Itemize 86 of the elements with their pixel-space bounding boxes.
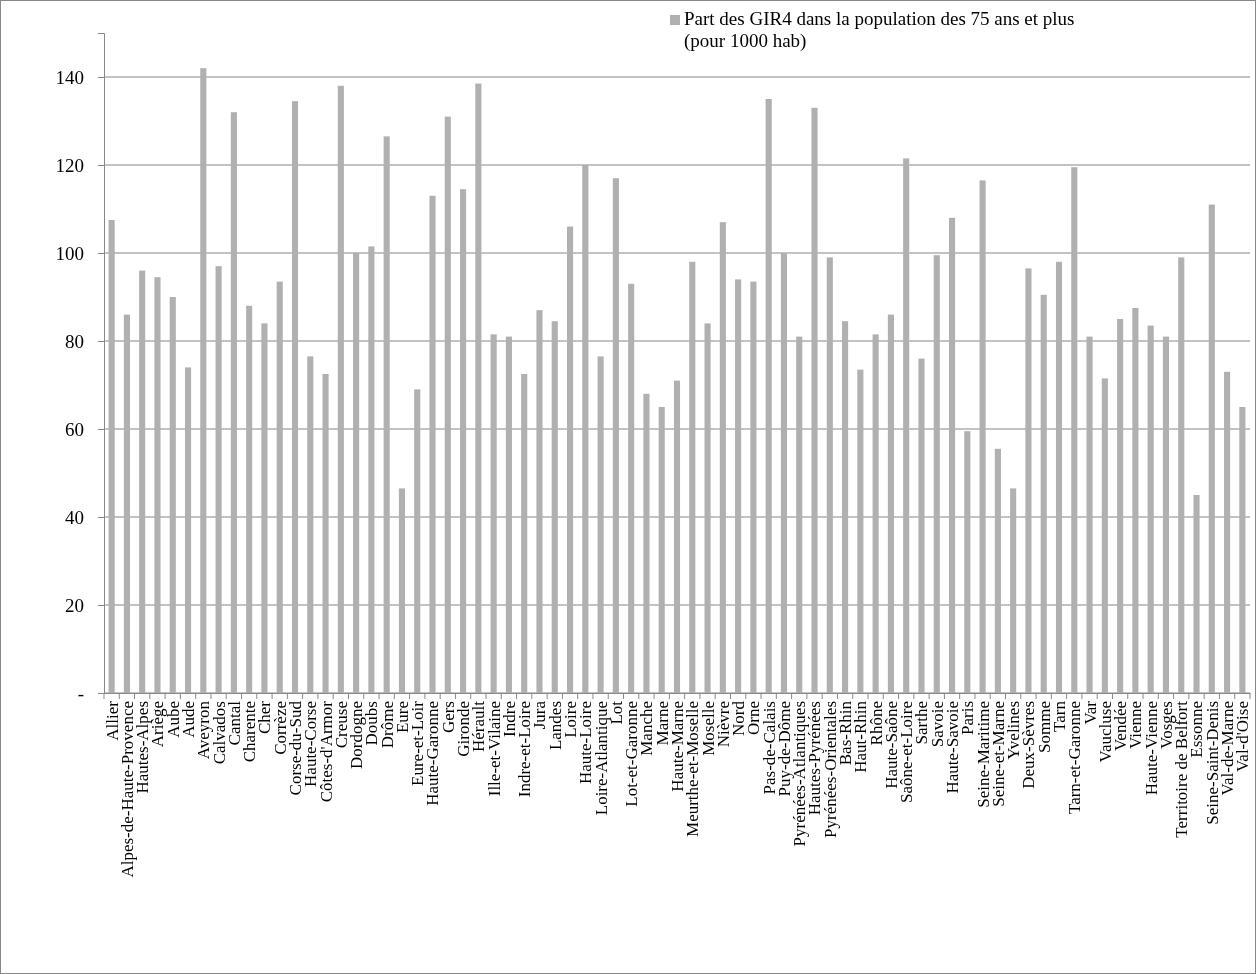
bar [811,107,818,693]
bar [964,431,971,693]
bar [383,136,390,693]
x-tick-label: Val-d'Oise [1233,701,1253,773]
bar [1040,294,1047,693]
bar [643,393,650,693]
bar [933,255,940,693]
bar [169,297,176,693]
bar [1162,336,1170,693]
bar [337,85,344,693]
bar [1132,308,1139,693]
y-tick-label: 120 [55,154,84,176]
bar [490,334,497,693]
bar [719,222,726,693]
bar [521,374,528,693]
bar [628,283,635,693]
bar [979,180,986,693]
bar [1208,204,1215,693]
bar [903,158,910,693]
bar [918,358,925,693]
bar [796,336,803,693]
bar [261,323,268,693]
bar [658,407,665,693]
bar [689,261,696,693]
bar [1178,257,1185,693]
bar [1224,371,1231,693]
bar [536,310,543,693]
x-tick-label: Cantal [224,700,244,746]
bar [994,448,1001,693]
bar [398,488,406,693]
y-tick-label: - [77,682,84,704]
bar [597,356,604,693]
bar [1239,407,1246,693]
y-tick-label: 40 [65,506,84,528]
bar [444,116,451,693]
bar [1117,319,1124,693]
bar [780,253,788,693]
bar [215,266,222,693]
bar [353,253,360,693]
bar [505,336,512,693]
bar [857,369,864,693]
bar [765,99,772,693]
bar [429,195,436,693]
bar [322,374,329,693]
bar [307,356,314,693]
bar [368,246,375,693]
bar [230,112,237,693]
bar [475,83,482,693]
y-tick-label: 60 [65,418,84,440]
bar [139,270,146,693]
y-tick-label: 20 [65,594,84,616]
bar [872,334,879,693]
bar [184,367,192,693]
bar [826,257,833,693]
bar [108,220,115,693]
bar [948,217,956,693]
bar [842,321,849,693]
bar [1010,488,1017,693]
bar [750,281,757,693]
bar [612,178,619,693]
legend-label: Part des GIR4 dans la population des 75 ans et plus (pour 1000 hab) [684,8,1075,51]
bar [200,68,207,693]
bar [1193,495,1200,693]
bar [276,281,283,693]
bar [1147,325,1154,693]
bar [123,314,130,693]
bar [566,226,574,693]
bar [1025,268,1032,693]
bar [1086,336,1093,693]
bar [460,189,467,693]
y-tick-label: 80 [65,330,84,352]
bar [154,277,161,693]
bar [1055,261,1063,693]
bar [1071,167,1078,693]
bar [887,314,894,693]
bar [704,323,711,693]
bar [673,380,681,693]
bar [551,321,558,693]
y-tick-label: 100 [55,242,84,264]
bar [582,165,589,693]
bar [1101,378,1108,693]
bar [246,305,253,693]
bar [414,389,421,693]
bar [735,279,742,693]
bar [291,101,299,693]
y-tick-label: 140 [55,66,84,88]
